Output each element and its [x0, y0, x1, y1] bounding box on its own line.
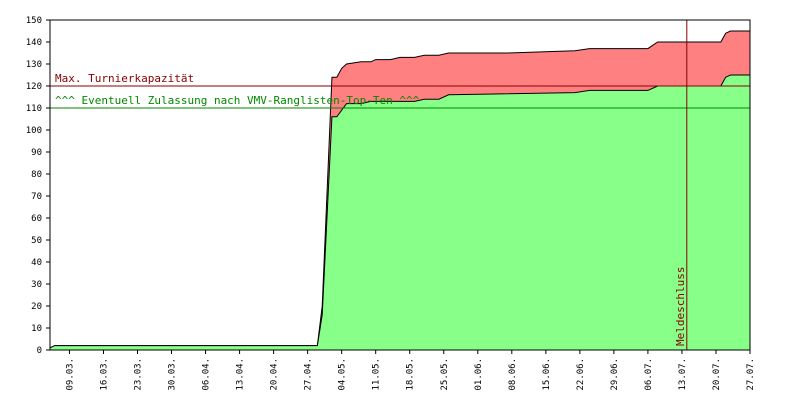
plot-frame — [49, 19, 751, 351]
x-tick-label: 09.03. — [65, 358, 75, 391]
x-tick-label: 29.06. — [610, 358, 620, 391]
y-tick-label: 120 — [26, 82, 42, 92]
x-tick-label: 25.05. — [440, 358, 450, 391]
x-tick-label: 27.04. — [304, 358, 314, 391]
y-tick-label: 140 — [26, 38, 42, 48]
y-tick-label: 100 — [26, 126, 42, 136]
reference-label-0: Max. Turnierkapazität — [55, 72, 194, 85]
y-tick-label: 0 — [37, 346, 42, 356]
y-tick-label: 80 — [31, 170, 42, 180]
deadline-marker: Meldeschluss — [674, 20, 688, 350]
axes — [46, 19, 751, 354]
x-tick-label: 20.04. — [270, 358, 280, 391]
series-0-line — [49, 30, 750, 349]
series-1-area — [50, 75, 750, 350]
deadline-label: Meldeschluss — [674, 267, 687, 346]
x-tick-label: 13.07. — [678, 358, 688, 391]
x-tick-label: 06.04. — [202, 358, 212, 391]
x-tick-label: 23.03. — [134, 358, 144, 391]
x-tick-label: 27.07. — [746, 358, 756, 391]
x-tick-label: 30.03. — [168, 358, 178, 391]
y-tick-label: 30 — [31, 280, 42, 290]
y-tick-label: 50 — [31, 236, 42, 246]
y-tick-label: 10 — [31, 324, 42, 334]
y-tick-label: 60 — [31, 214, 42, 224]
reference-lines: Max. Turnierkapazität ^^^ Eventuell Zulas… — [50, 72, 750, 109]
x-tick-label: 11.05. — [372, 358, 382, 391]
x-tick-label: 06.07. — [644, 358, 654, 391]
x-tick-label: 18.05. — [406, 358, 416, 391]
reference-label-1: ^^^ Eventuell Zulassung nach VMV-Ranglis… — [55, 94, 420, 107]
y-tick-label: 40 — [31, 258, 42, 268]
y-tick-label: 110 — [26, 104, 42, 114]
x-tick-label: 01.06. — [474, 358, 484, 391]
x-tick-label: 15.06. — [542, 358, 552, 391]
y-tick-label: 130 — [26, 60, 42, 70]
x-tick-label: 20.07. — [712, 358, 722, 391]
y-tick-label: 20 — [31, 302, 42, 312]
y-tick-label: 90 — [31, 148, 42, 158]
x-tick-label: 16.03. — [99, 358, 109, 391]
y-tick-label: 150 — [26, 16, 42, 26]
x-tick-label: 13.04. — [236, 358, 246, 391]
y-tick-labels: 0 10 20 30 40 50 60 70 80 90 100 110 120 130 140 150 — [26, 16, 42, 356]
x-tick-label: 08.06. — [508, 358, 518, 391]
x-tick-label: 04.05. — [338, 358, 348, 391]
y-tick-label: 70 — [31, 192, 42, 202]
x-tick-label: 22.06. — [576, 358, 586, 391]
x-tick-labels: 09.03. 16.03. 23.03. 30.03. 06.04. 13.04. 20.0… — [65, 358, 756, 391]
